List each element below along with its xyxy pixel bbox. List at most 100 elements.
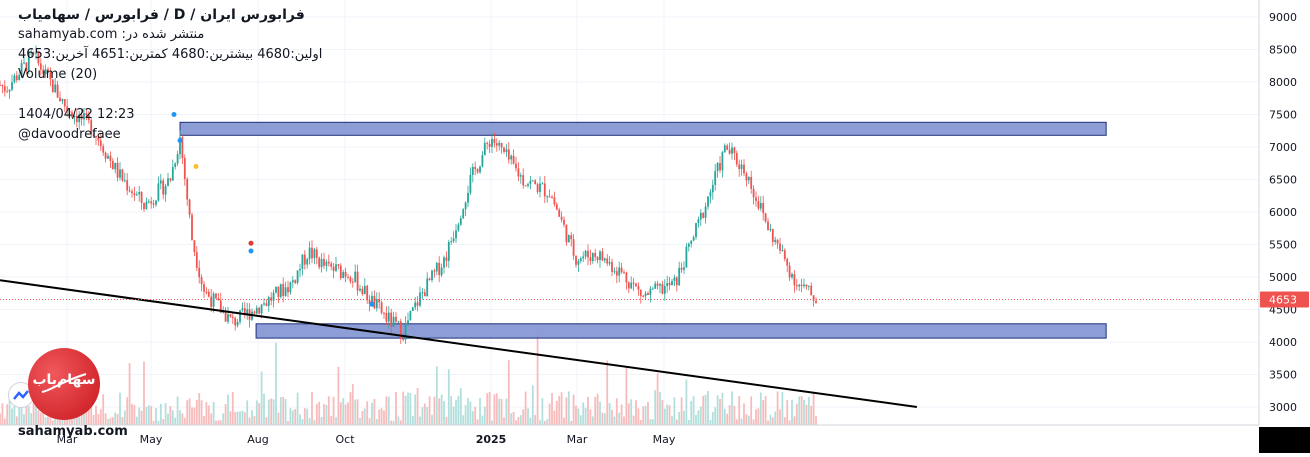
candle-body	[495, 143, 498, 146]
volume-bar	[783, 417, 786, 425]
candle-body	[692, 237, 695, 241]
volume-bar	[236, 411, 239, 425]
volume-bar	[347, 402, 349, 425]
candle-body	[671, 280, 673, 286]
volume-bar	[179, 410, 181, 425]
volume-bar	[608, 403, 611, 425]
volume-bar	[37, 410, 40, 425]
candle-body	[219, 300, 222, 313]
candle-body	[176, 154, 179, 164]
volume-bar	[207, 405, 210, 425]
candle-body	[47, 69, 49, 73]
volume-bar	[726, 413, 729, 425]
volume-bar	[222, 413, 225, 425]
volume-bar	[246, 400, 249, 425]
volume-bar	[32, 398, 35, 425]
candle-body	[402, 338, 405, 340]
candle-body	[411, 307, 414, 311]
candles	[0, 45, 817, 344]
candle-body	[147, 201, 150, 203]
volume-bar	[193, 407, 196, 425]
candle-body	[83, 112, 85, 120]
candle-body	[764, 213, 767, 222]
volume-bar	[390, 420, 393, 425]
volume-bar	[421, 407, 424, 425]
candle-body	[303, 254, 306, 265]
volume-bar	[296, 392, 299, 425]
volume-bar	[203, 415, 205, 425]
volume-bar	[596, 393, 599, 425]
volume-bar	[354, 399, 357, 425]
volume-bar	[251, 410, 253, 425]
volume-bar	[282, 396, 285, 425]
volume-bar	[363, 408, 366, 425]
volume-bar	[690, 400, 693, 425]
candle-body	[663, 285, 666, 294]
candle-body	[323, 259, 325, 266]
volume-bar	[186, 400, 189, 425]
candle-body	[462, 209, 465, 219]
volume-label: Volume (20)	[18, 67, 98, 82]
volume-bar	[707, 391, 709, 425]
volume-bar	[155, 408, 157, 425]
volume-bar	[719, 399, 721, 425]
candle-body	[99, 140, 102, 147]
candle-body	[445, 257, 448, 261]
volume-bar	[169, 406, 172, 425]
volume-bar	[476, 419, 479, 425]
volume-bar	[241, 410, 244, 425]
candle-body	[11, 82, 13, 90]
volume-bar	[450, 396, 453, 425]
volume-bar	[807, 396, 810, 425]
candle-body	[419, 292, 421, 306]
volume-bar	[217, 420, 220, 425]
candle-body	[289, 282, 292, 293]
volume-bar	[229, 411, 232, 425]
volume-bar	[138, 407, 141, 425]
candle-body	[762, 203, 765, 214]
volume-bar	[567, 391, 570, 425]
y-tick-label: 8500	[1269, 44, 1297, 57]
candle-body	[721, 152, 724, 171]
candle-body	[342, 272, 345, 279]
volume-bar	[534, 414, 537, 425]
x-tick-label: Mar	[57, 433, 78, 446]
y-tick-label: 7000	[1269, 141, 1297, 154]
candle-body	[527, 184, 529, 186]
candle-body	[260, 304, 263, 314]
candle-body	[807, 285, 810, 287]
volume-bar	[159, 403, 162, 425]
volume-bar	[743, 403, 745, 425]
event-marker	[248, 248, 254, 254]
volume-bar	[435, 366, 438, 425]
volume-bar	[479, 397, 481, 425]
volume-bar	[135, 416, 138, 425]
volume-bar	[551, 393, 553, 425]
candle-body	[397, 321, 400, 323]
volume-bar	[411, 415, 414, 425]
candle-body	[90, 120, 93, 135]
volume-bar	[313, 420, 316, 425]
x-tick-label: May	[140, 433, 163, 446]
volume-bar	[49, 414, 52, 425]
candle-body	[234, 317, 237, 326]
candle-body	[464, 202, 467, 210]
candle-body	[435, 262, 438, 272]
volume-bar	[673, 397, 676, 425]
candle-body	[623, 272, 625, 274]
volume-bar	[99, 409, 102, 425]
candle-body	[707, 196, 709, 207]
candle-body	[157, 183, 160, 201]
volume-bar	[39, 412, 42, 425]
candle-body	[471, 166, 474, 175]
candle-body	[743, 164, 745, 174]
candle-body	[215, 293, 217, 299]
candle-body	[49, 72, 52, 80]
volume-bar	[625, 367, 628, 425]
volume-bar	[152, 420, 155, 425]
volume-bar	[23, 414, 25, 425]
volume-bar	[786, 399, 789, 425]
candle-body	[97, 137, 100, 141]
